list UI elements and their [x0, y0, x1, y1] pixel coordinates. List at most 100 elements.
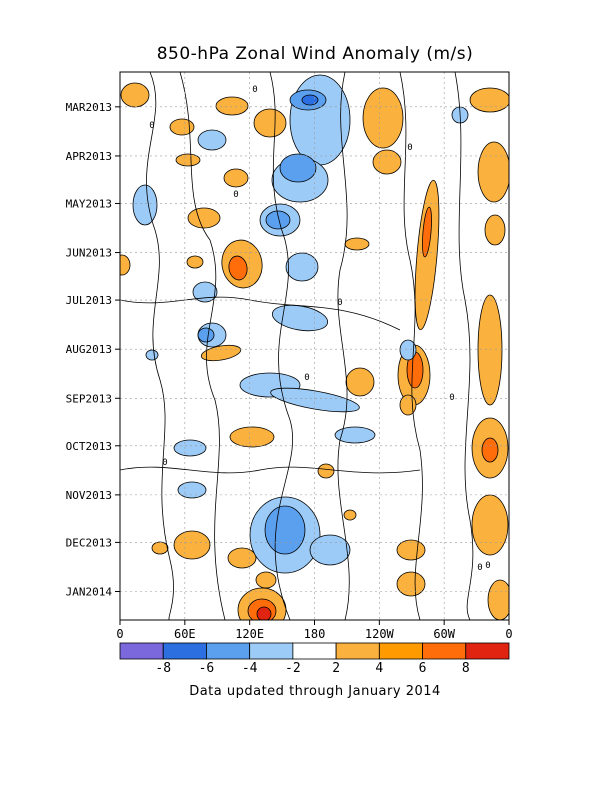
- colorbar-label: 2: [332, 661, 340, 676]
- contour-zero-label: 0: [337, 298, 342, 308]
- y-tick-label: NOV2013: [66, 489, 112, 502]
- anomaly-contour: [422, 206, 432, 258]
- anomaly-contour: [477, 294, 503, 406]
- zero-contour-line: [269, 72, 294, 620]
- contour-zero-label: 0: [304, 373, 309, 383]
- anomaly-contour: [187, 207, 221, 229]
- chart-title: 850-hPa Zonal Wind Anomaly (m/s): [156, 44, 474, 64]
- anomaly-contour: [197, 327, 215, 343]
- anomaly-contour: [469, 87, 509, 113]
- anomaly-contour: [481, 437, 499, 463]
- y-tick-label: DEC2013: [66, 536, 112, 549]
- anomaly-contour: [223, 168, 249, 188]
- anomaly-contour: [253, 108, 287, 138]
- colorbar-label: 4: [375, 661, 383, 676]
- x-tick-label: 120W: [365, 627, 395, 641]
- anomaly-contour: [484, 214, 506, 246]
- y-tick-label: MAR2013: [66, 101, 112, 114]
- y-tick-label: JUN2013: [66, 247, 112, 260]
- anomaly-contour: [173, 439, 207, 457]
- colorbar-swatch: [119, 642, 164, 660]
- anomaly-contour: [186, 255, 204, 269]
- anomaly-contour: [343, 509, 357, 521]
- colorbar-swatch: [335, 642, 380, 660]
- anomaly-contour: [317, 463, 335, 479]
- colorbar: -8 -6 -4 -2 2 4 6 8: [119, 642, 510, 676]
- anomaly-contour: [399, 339, 417, 361]
- anomaly-contour: [471, 494, 509, 556]
- anomaly-contour: [120, 254, 131, 276]
- anomaly-contour: [285, 252, 319, 282]
- colorbar-label: -6: [199, 661, 215, 676]
- anomaly-contour: [279, 153, 317, 183]
- contour-zero-label: 0: [477, 563, 482, 573]
- zero-contour-line: [179, 72, 226, 620]
- colorbar-swatch: [249, 642, 294, 660]
- colorbar-label: -4: [242, 661, 258, 676]
- contour-zero-label: 0: [407, 143, 412, 153]
- colorbar-swatch: [422, 642, 467, 660]
- anomaly-contour: [396, 571, 426, 597]
- contour-zero-label: 0: [252, 85, 257, 95]
- anomaly-contour: [396, 539, 426, 561]
- x-tick-label: 180: [304, 627, 326, 641]
- colorbar-label: 6: [419, 661, 427, 676]
- colorbar-swatch: [162, 642, 207, 660]
- contour-zero-label: 0: [162, 458, 167, 468]
- anomaly-contour: [151, 541, 169, 555]
- anomaly-contour: [301, 94, 319, 106]
- contour-zero-label: 0: [233, 190, 238, 200]
- anomaly-contour: [344, 237, 370, 251]
- anomaly-contour: [265, 210, 291, 230]
- contour-zero-label: 0: [485, 561, 490, 571]
- anomaly-contour: [345, 367, 375, 397]
- data-updated-note: Data updated through January 2014: [189, 684, 441, 699]
- anomaly-contour: [228, 255, 248, 281]
- x-tick-label: 120E: [235, 627, 264, 641]
- anomaly-contour: [255, 571, 277, 589]
- anomaly-contour: [256, 606, 272, 620]
- y-tick-label: SEP2013: [66, 392, 112, 405]
- anomaly-contour: [227, 547, 257, 569]
- anomaly-contour: [215, 96, 249, 116]
- contour-zero-label: 0: [149, 121, 154, 131]
- zero-contour-line: [146, 72, 174, 620]
- anomaly-contour: [270, 387, 360, 413]
- anomaly-contour: [120, 82, 150, 108]
- x-tick-label: 60E: [174, 627, 196, 641]
- x-axis: 0 60E 120E 180 120W 60W 0: [116, 620, 513, 641]
- anomaly-contour: [145, 349, 159, 361]
- colorbar-swatch: [465, 642, 510, 660]
- colorbar-label: -2: [285, 661, 301, 676]
- zero-contour-line: [337, 72, 350, 620]
- anomaly-contour: [362, 87, 404, 149]
- anomaly-contour: [175, 153, 201, 167]
- anomaly-contour: [399, 394, 417, 416]
- anomaly-contour: [309, 534, 351, 566]
- anomaly-contour: [197, 129, 227, 151]
- anomaly-contour: [173, 530, 211, 560]
- y-axis: MAR2013 APR2013 MAY2013 JUN2013 JUL2013 AUG20…: [66, 101, 120, 598]
- colorbar-label: -8: [155, 661, 171, 676]
- colorbar-swatch: [206, 642, 251, 660]
- zero-contour-line: [120, 466, 421, 474]
- anomaly-contour: [132, 184, 158, 226]
- anomaly-contour: [264, 505, 306, 555]
- anomaly-contour: [177, 481, 207, 499]
- anomaly-contour: [372, 149, 402, 175]
- y-tick-label: OCT2013: [66, 440, 112, 453]
- y-tick-label: APR2013: [66, 150, 112, 163]
- x-tick-label: 0: [116, 627, 123, 641]
- zero-contour-line: [454, 72, 474, 620]
- x-tick-label: 60W: [433, 627, 455, 641]
- colorbar-swatch: [378, 642, 423, 660]
- anomaly-contour: [229, 426, 275, 448]
- anomaly-contour: [477, 141, 509, 203]
- anomaly-contour: [169, 118, 195, 136]
- y-tick-label: AUG2013: [66, 343, 112, 356]
- x-tick-label: 0: [505, 627, 512, 641]
- y-tick-label: JUL2013: [66, 294, 112, 307]
